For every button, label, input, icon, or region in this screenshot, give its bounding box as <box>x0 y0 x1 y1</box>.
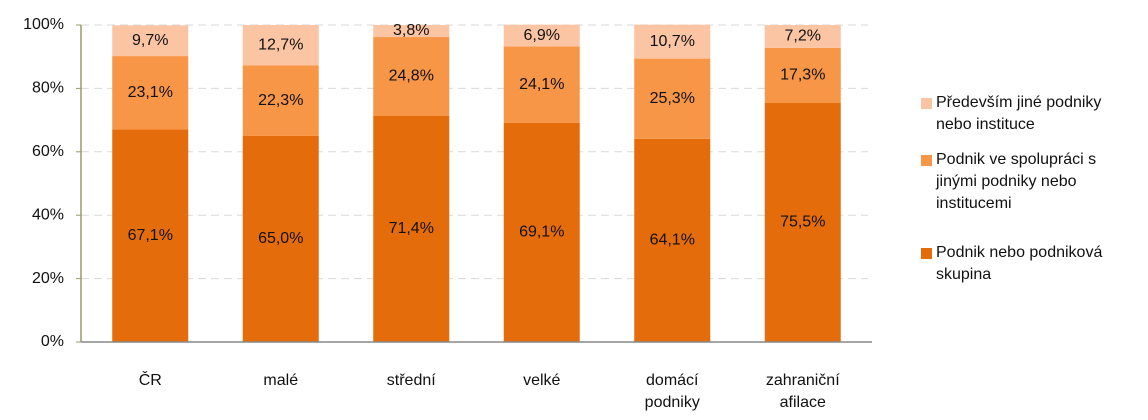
x-tick-label: střední <box>386 372 436 389</box>
y-tick-label: 100% <box>23 16 64 33</box>
x-tick-label: malé <box>263 372 299 389</box>
value-label: 24,8% <box>389 68 434 85</box>
x-tick-label: ČR <box>138 372 162 389</box>
value-label: 17,3% <box>780 66 825 83</box>
y-tick-label: 80% <box>32 80 64 97</box>
y-tick-label: 0% <box>41 333 64 350</box>
bar-segment <box>634 24 711 59</box>
bar-segment <box>764 47 841 103</box>
value-label: 23,1% <box>128 84 173 101</box>
bar-segment <box>242 25 319 66</box>
bar-segment <box>373 115 450 342</box>
bar-segment <box>242 65 319 136</box>
bar-segment <box>373 25 450 38</box>
y-tick-label: 40% <box>32 206 64 223</box>
y-tick-label: 60% <box>32 143 64 160</box>
x-tick-label: zahraniční afilace <box>765 372 840 411</box>
bar-segment <box>373 37 450 116</box>
bar-segment <box>112 56 189 130</box>
bar-segment <box>503 24 580 47</box>
value-label: 7,2% <box>785 28 821 45</box>
legend-label: Podnik ve spolupráci s jinými podniky ne… <box>936 151 1097 212</box>
value-label: 9,7% <box>132 32 168 49</box>
value-label: 25,3% <box>650 90 695 107</box>
value-label: 69,1% <box>519 224 564 241</box>
legend-label: Především jiné podniky nebo instituce <box>936 94 1102 133</box>
value-label: 65,0% <box>258 230 303 247</box>
value-label: 3,8% <box>393 22 429 39</box>
value-label: 6,9% <box>524 27 560 44</box>
value-label: 71,4% <box>389 220 434 237</box>
bar-segment <box>634 58 711 139</box>
bar-segment <box>112 129 189 342</box>
value-label: 64,1% <box>650 232 695 249</box>
value-label: 10,7% <box>650 33 695 50</box>
x-tick-label: velké <box>523 372 561 389</box>
bar-segment <box>764 25 841 48</box>
bar-segment <box>764 102 841 342</box>
value-label: 22,3% <box>258 92 303 109</box>
value-label: 67,1% <box>128 227 173 244</box>
bar-segment <box>112 25 189 57</box>
bar-segment <box>634 138 711 342</box>
legend-swatch <box>921 98 932 109</box>
value-label: 75,5% <box>780 214 825 231</box>
value-label: 12,7% <box>258 36 303 53</box>
bar-segment <box>242 135 319 342</box>
value-label: 24,1% <box>519 76 564 93</box>
bar-segment <box>503 46 580 123</box>
legend-label: Podnik nebo podniková skupina <box>936 244 1103 283</box>
legend-swatch <box>921 155 932 166</box>
legend-swatch <box>921 248 932 259</box>
bar-segment <box>503 122 580 342</box>
y-tick-label: 20% <box>32 270 64 287</box>
x-tick-label: domácí podniky <box>644 372 700 411</box>
